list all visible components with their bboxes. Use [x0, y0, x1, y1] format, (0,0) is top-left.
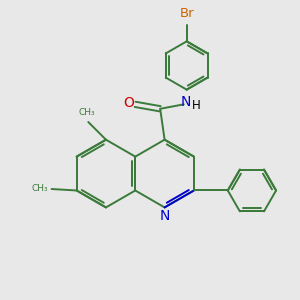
Text: O: O [123, 96, 134, 110]
Text: N: N [181, 95, 191, 109]
Text: Br: Br [179, 7, 194, 20]
Text: N: N [159, 209, 170, 223]
Text: CH₃: CH₃ [79, 108, 95, 117]
Text: H: H [192, 99, 200, 112]
Text: CH₃: CH₃ [32, 184, 48, 193]
